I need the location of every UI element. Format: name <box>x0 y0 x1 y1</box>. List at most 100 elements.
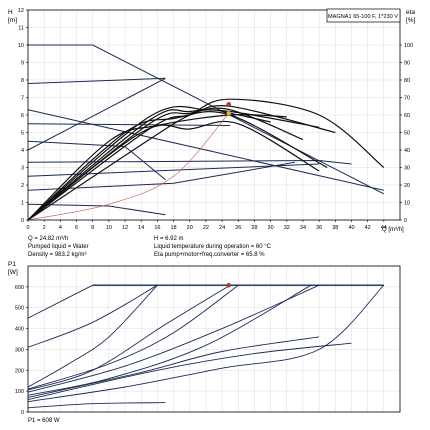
x-tick-label: 28 <box>251 225 257 231</box>
info-temperature: Liquid temperature during operation = 60… <box>154 244 272 250</box>
head-duty-points <box>226 102 232 116</box>
info-q: Q = 24.82 m³/h <box>28 236 68 242</box>
power-curve-line <box>27 284 239 390</box>
x-tick-label: 2 <box>43 225 46 231</box>
info-h: H = 6.92 m <box>154 236 184 242</box>
x-tick-label: 26 <box>235 225 241 231</box>
power-axis-unit: [W] <box>8 269 18 276</box>
y-tick-label: 500 <box>15 306 24 312</box>
power-y-ticks: 0 100 200 300 400 500 600 <box>15 285 28 416</box>
x-tick-label: 24 <box>219 225 225 231</box>
y-tick-label: 600 <box>15 285 24 291</box>
head-axis-label: H <box>8 9 13 16</box>
system-curve-line <box>27 120 320 221</box>
y-tick-label: 4 <box>21 148 24 154</box>
y-tick-label: 0 <box>21 410 24 416</box>
power-curve-line <box>27 284 231 391</box>
x-tick-label: 20 <box>187 225 193 231</box>
eta-tick-label: 40 <box>404 148 410 154</box>
y-tick-label: 100 <box>15 389 24 395</box>
y-tick-label: 200 <box>15 368 24 374</box>
x-tick-label: 18 <box>171 225 177 231</box>
x-tick-label: 34 <box>300 225 306 231</box>
model-title: MAGNA1 65-100 F, 1*230 V <box>328 14 398 20</box>
eta-tick-label: 30 <box>404 166 410 172</box>
eta-tick-label: 10 <box>404 201 410 207</box>
x-tick-label: 16 <box>154 225 160 231</box>
head-curves <box>27 44 385 221</box>
x-tick-label: 8 <box>91 225 94 231</box>
info-eta: Eta pump+motor+freq.converter = 65.8 % <box>154 252 265 258</box>
x-tick-label: 6 <box>75 225 78 231</box>
x-tick-label: 12 <box>122 225 128 231</box>
power-curve-line <box>27 284 158 388</box>
system-curve-line <box>27 98 385 221</box>
x-tick-label: 40 <box>348 225 354 231</box>
y-tick-label: 2 <box>21 183 24 189</box>
y-tick-label: 10 <box>18 43 24 49</box>
x-tick-label: 36 <box>316 225 322 231</box>
efficiency-duty-point <box>226 110 232 116</box>
eta-tick-label: 20 <box>404 183 410 189</box>
eta-tick-label: 100 <box>404 43 413 49</box>
flow-x-ticks: 0 2 4 6 8 10 12 14 16 18 20 22 24 26 28 30 32 34 36 38 40 42 4… <box>26 220 387 231</box>
power-chart: 0 100 200 300 400 500 600 P1 [W] P1 = 608 W <box>8 261 401 424</box>
power-curve-line <box>27 284 385 403</box>
eta-tick-label: 60 <box>404 113 410 119</box>
power-curve-line <box>27 284 158 348</box>
model-title-box <box>326 8 401 23</box>
power-grid <box>27 266 401 413</box>
pump-curve-line <box>27 159 352 165</box>
power-curve-line <box>27 284 312 396</box>
y-tick-label: 300 <box>15 347 24 353</box>
power-frame <box>27 265 401 413</box>
power-curve-line <box>27 336 320 398</box>
pump-curve-line <box>27 77 166 84</box>
flow-axis-label: Q [m³/h] <box>382 227 404 233</box>
pump-curve-line <box>27 123 231 126</box>
x-tick-label: 14 <box>138 225 144 231</box>
eta-tick-label: 70 <box>404 96 410 102</box>
power-curve-line <box>27 402 166 409</box>
y-tick-label: 8 <box>21 78 24 84</box>
eta-tick-label: 50 <box>404 131 410 137</box>
x-tick-label: 0 <box>26 225 29 231</box>
x-tick-label: 30 <box>268 225 274 231</box>
eta-axis-label: eta <box>406 9 415 16</box>
eta-y-ticks: 0 10 20 30 40 50 60 70 80 90 100 <box>400 43 413 224</box>
eta-tick-label: 90 <box>404 61 410 67</box>
x-tick-label: 32 <box>284 225 290 231</box>
power-axis-label: P1 <box>8 261 16 268</box>
y-tick-label: 3 <box>21 166 24 172</box>
power-duty-points <box>226 282 231 288</box>
system-curve-line <box>27 111 328 221</box>
power-curves <box>27 284 385 409</box>
head-axis-unit: [m] <box>8 17 17 24</box>
power-curve-line <box>27 284 93 319</box>
info-liquid: Pumped liquid = Water <box>28 244 89 250</box>
y-tick-label: 7 <box>21 96 24 102</box>
pump-curve-line <box>27 77 166 151</box>
y-tick-label: 1 <box>21 201 24 207</box>
power-curve-line <box>27 284 320 393</box>
eta-axis-unit: [%] <box>406 17 416 24</box>
head-duty-point <box>226 102 232 107</box>
eta-tick-label: 80 <box>404 78 410 84</box>
pump-curve-line <box>27 109 384 191</box>
power-curve-line <box>27 342 352 400</box>
y-tick-label: 400 <box>15 327 24 333</box>
system-curve-line <box>27 109 320 221</box>
info-p1: P1 = 608 W <box>28 418 60 424</box>
x-tick-label: 44 <box>381 225 387 231</box>
y-tick-label: 12 <box>18 8 24 14</box>
info-density: Density = 983.2 kg/m³ <box>28 252 87 258</box>
x-tick-label: 4 <box>59 225 62 231</box>
y-tick-label: 11 <box>18 26 24 32</box>
y-tick-label: 0 <box>21 218 24 224</box>
efficiency-line <box>27 111 231 221</box>
x-tick-label: 10 <box>106 225 112 231</box>
y-tick-label: 5 <box>21 131 24 137</box>
